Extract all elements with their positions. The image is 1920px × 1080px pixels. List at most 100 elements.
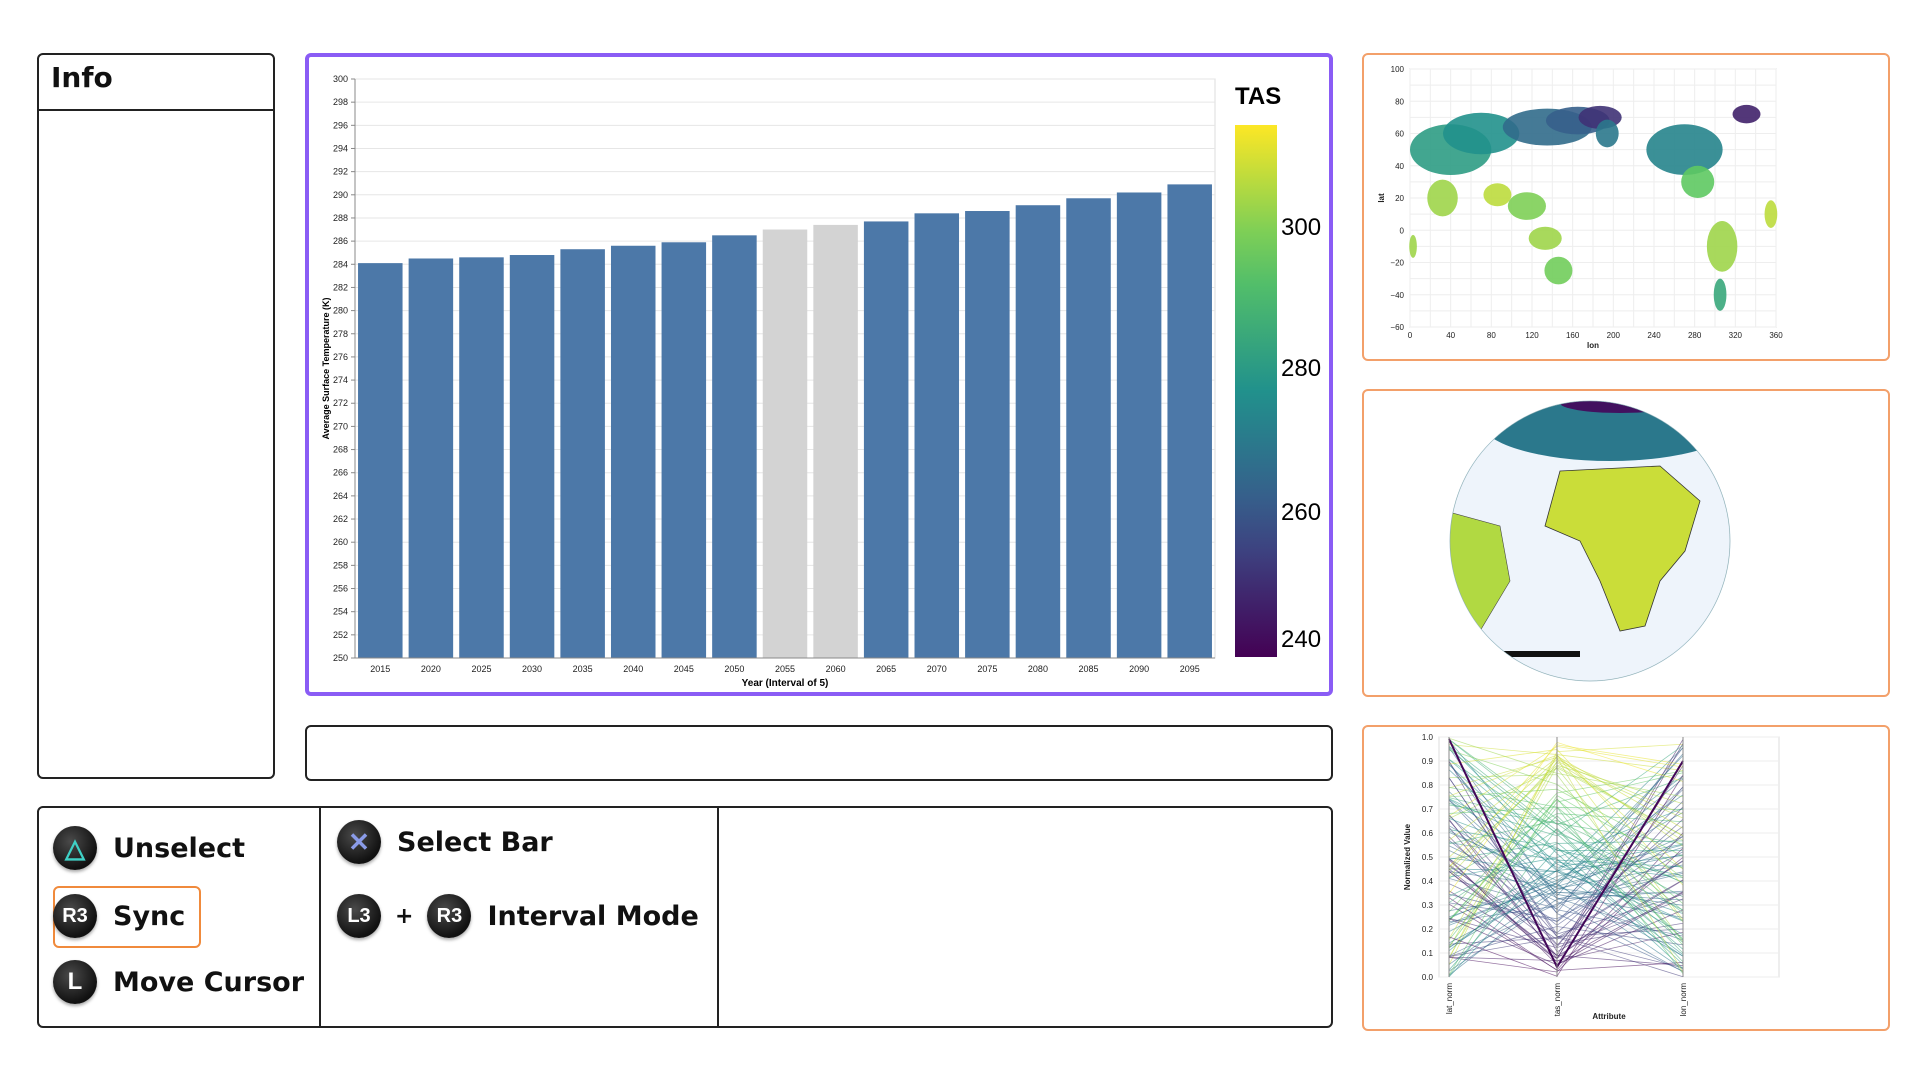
x-tick-label: 2070 xyxy=(927,664,947,674)
x-axis-label: Year (Interval of 5) xyxy=(742,678,829,689)
y-tick-label: 288 xyxy=(333,213,348,223)
move-cursor-control[interactable]: L Move Cursor xyxy=(53,960,304,1004)
y-axis-label: lat xyxy=(1377,193,1386,203)
x-tick-label: 200 xyxy=(1607,331,1621,340)
interval-mode-control[interactable]: L3 + R3 Interval Mode xyxy=(337,894,699,938)
info-panel: Info xyxy=(37,53,275,779)
y-tick-label: 284 xyxy=(333,259,348,269)
map-panel[interactable]: 0 40 80 120 160 200 240 280 320 360 100 80 60 40 20 0 −2… xyxy=(1362,53,1890,361)
land-region xyxy=(1681,165,1715,198)
europe-region xyxy=(1480,401,1730,461)
x-tick-label: 320 xyxy=(1729,331,1743,340)
bar xyxy=(965,211,1010,658)
bar xyxy=(509,255,555,659)
move-cursor-label: Move Cursor xyxy=(113,966,305,998)
x-tick-label: 80 xyxy=(1487,331,1496,340)
bar xyxy=(914,213,960,658)
y-tick-label: 256 xyxy=(333,584,348,594)
bar xyxy=(1116,192,1162,658)
y-tick-label: 100 xyxy=(1391,65,1405,74)
x-axis-label: lon xyxy=(1587,341,1599,350)
y-tick-label: 20 xyxy=(1395,194,1404,203)
parallel-coordinates[interactable]: 1.0 0.9 0.8 0.7 0.6 0.5 0.4 0.3 0.2 0.1 0.0 lat_nor… xyxy=(1364,727,1888,1029)
y-tick-label: 258 xyxy=(333,560,348,570)
l-stick-button-icon: L xyxy=(53,960,97,1004)
x-tick-label: 2020 xyxy=(421,664,441,674)
land-region xyxy=(1595,119,1619,148)
land-region xyxy=(1528,226,1562,250)
bar-chart-panel[interactable]: 250 252 254 256 258 260 262 264 266 268 270 272 274 2… xyxy=(305,53,1333,696)
bar xyxy=(459,257,504,658)
y-tick-label: 0.7 xyxy=(1422,805,1434,814)
sync-control[interactable]: R3 Sync xyxy=(53,894,185,938)
bar xyxy=(1167,184,1212,658)
colorbar-tick-label: 280 xyxy=(1281,355,1321,382)
y-tick-label: 280 xyxy=(333,306,348,316)
select-bar-control[interactable]: ✕ Select Bar xyxy=(337,820,553,864)
parallel-coordinates-panel[interactable]: 1.0 0.9 0.8 0.7 0.6 0.5 0.4 0.3 0.2 0.1 0.0 lat_nor… xyxy=(1362,725,1890,1031)
colorbar-tick-label: 240 xyxy=(1281,626,1321,653)
y-tick-label: 60 xyxy=(1395,130,1404,139)
y-tick-label: 0.3 xyxy=(1422,901,1434,910)
bar xyxy=(712,235,757,658)
x-tick-label: 2015 xyxy=(370,664,390,674)
y-tick-label: 264 xyxy=(333,491,348,501)
bar xyxy=(560,249,605,658)
info-title: Info xyxy=(51,61,113,94)
info-divider xyxy=(39,109,273,111)
controls-divider xyxy=(319,808,321,1026)
controls-panel: △ Unselect R3 Sync L Move Cursor ✕ Selec… xyxy=(37,806,1333,1028)
x-tick-label: 0 xyxy=(1408,331,1413,340)
bar xyxy=(762,229,808,659)
bar xyxy=(610,245,656,658)
bar xyxy=(408,258,454,658)
lat-lon-map[interactable]: 0 40 80 120 160 200 240 280 320 360100806040200−2… xyxy=(1364,55,1888,359)
bar xyxy=(1015,205,1061,659)
y-tick-label: 0.2 xyxy=(1422,925,1434,934)
controls-divider xyxy=(717,808,719,1026)
y-tick-label: 40 xyxy=(1395,162,1404,171)
unselect-control[interactable]: △ Unselect xyxy=(53,826,245,870)
x-tick-label: 120 xyxy=(1525,331,1539,340)
x-tick-label: 2030 xyxy=(522,664,542,674)
colorbar-tick-label: 300 xyxy=(1281,214,1321,241)
y-tick-label: 0.9 xyxy=(1422,757,1434,766)
bar xyxy=(358,263,403,658)
y-tick-label: 294 xyxy=(333,143,348,153)
x-tick-label: 160 xyxy=(1566,331,1580,340)
globe-panel[interactable] xyxy=(1362,389,1890,697)
bar-chart[interactable]: 250 252 254 256 258 260 262 264 266 268 270 272 274 2… xyxy=(309,57,1329,692)
arctic-region xyxy=(1560,401,1680,413)
y-tick-label: −20 xyxy=(1390,259,1404,268)
land-region xyxy=(1646,124,1723,175)
x-tick-label: 360 xyxy=(1769,331,1783,340)
y-tick-label: 270 xyxy=(333,421,348,431)
x-axis-label: Attribute xyxy=(1592,1012,1626,1021)
x-tick-label: 2080 xyxy=(1028,664,1048,674)
plus-sign: + xyxy=(395,903,414,929)
triangle-button-icon: △ xyxy=(53,826,97,870)
y-tick-label: 252 xyxy=(333,630,348,640)
land-region xyxy=(1443,112,1520,155)
y-tick-label: 0 xyxy=(1400,226,1405,235)
x-tick-label: 2090 xyxy=(1129,664,1149,674)
x-tick-label: 40 xyxy=(1446,331,1455,340)
colorbar-title: TAS xyxy=(1235,83,1281,110)
x-tick-label: 240 xyxy=(1647,331,1661,340)
pc-axis-label: lat_norm xyxy=(1445,983,1454,1014)
y-tick-label: 262 xyxy=(333,514,348,524)
x-tick-label: 2060 xyxy=(826,664,846,674)
y-tick-label: 268 xyxy=(333,445,348,455)
bar xyxy=(813,224,858,658)
globe-view[interactable] xyxy=(1364,391,1888,695)
sync-label: Sync xyxy=(113,900,186,932)
land-region xyxy=(1409,234,1417,258)
x-tick-label: 280 xyxy=(1688,331,1702,340)
y-tick-label: 266 xyxy=(333,468,348,478)
land-region xyxy=(1483,183,1512,207)
status-strip xyxy=(305,725,1333,781)
interval-mode-label: Interval Mode xyxy=(487,900,699,932)
y-tick-label: 286 xyxy=(333,236,348,246)
africa-region xyxy=(1544,465,1701,632)
y-tick-label: 272 xyxy=(333,398,348,408)
